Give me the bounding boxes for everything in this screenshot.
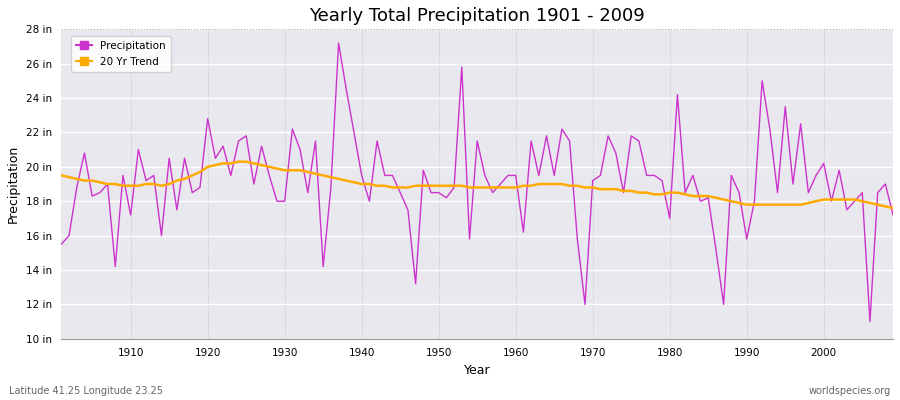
Y-axis label: Precipitation: Precipitation <box>7 145 20 223</box>
Title: Yearly Total Precipitation 1901 - 2009: Yearly Total Precipitation 1901 - 2009 <box>310 7 645 25</box>
Text: worldspecies.org: worldspecies.org <box>809 386 891 396</box>
Text: Latitude 41.25 Longitude 23.25: Latitude 41.25 Longitude 23.25 <box>9 386 163 396</box>
Legend: Precipitation, 20 Yr Trend: Precipitation, 20 Yr Trend <box>71 36 171 72</box>
X-axis label: Year: Year <box>464 364 490 377</box>
